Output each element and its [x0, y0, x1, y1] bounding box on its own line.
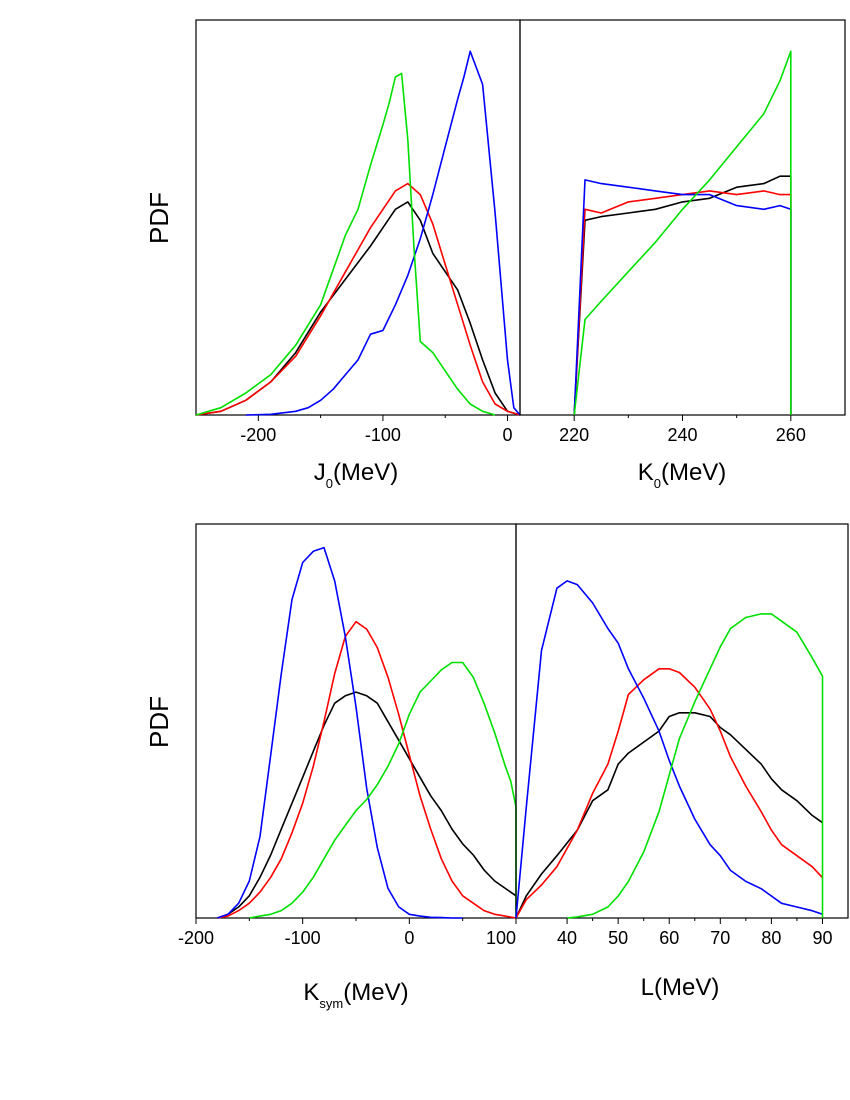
- l-x-label-unit: (MeV): [654, 974, 719, 1001]
- l-x-label-main: L: [641, 974, 654, 1001]
- l-x-tick-label: 60: [659, 928, 679, 948]
- ksym-x-label-main: K: [303, 979, 319, 1006]
- j0-series-red-line: [195, 182, 521, 416]
- bottom-panels: PDF -200 -100 0 100 40 50 60 70 80 90 Ksym(MeV) …: [144, 523, 849, 1011]
- l-series-blue-line: [515, 580, 823, 919]
- ksym-x-axis-label: Ksym(MeV): [303, 979, 408, 1011]
- k0-x-label-unit: (MeV): [661, 459, 726, 486]
- k0-x-tick-label: 240: [667, 425, 697, 445]
- j0-series-blue-line: [245, 50, 521, 416]
- top-panels: PDF -200 -100 0 220 240 260 J0(MeV) K0(MeV): [144, 19, 846, 491]
- bottom-y-axis-label: PDF: [144, 696, 174, 748]
- ksym-x-tick-label: 0: [404, 928, 414, 948]
- l-series-green-line: [567, 613, 824, 919]
- k0-x-label-main: K: [638, 459, 654, 486]
- ksym-x-label-sub: sym: [319, 996, 343, 1011]
- l-x-tick-label: 40: [557, 928, 577, 948]
- ksym-series-red-line: [217, 620, 517, 919]
- l-x-axis-label: L(MeV): [641, 974, 720, 1001]
- ksym-series-green-line: [249, 661, 517, 919]
- panel-j0: -200 -100 0: [195, 19, 521, 445]
- ksym-x-tick-label: 100: [486, 928, 516, 948]
- j0-plot-frame: [195, 19, 521, 416]
- panel-k0: 220 240 260: [519, 19, 846, 445]
- top-y-axis-label: PDF: [144, 192, 174, 244]
- j0-x-label-sub: 0: [326, 476, 333, 491]
- k0-x-axis-label: K0(MeV): [638, 459, 727, 491]
- k0-series-black-line: [573, 175, 792, 416]
- l-series-black-line: [515, 711, 823, 919]
- l-x-tick-label: 80: [761, 928, 781, 948]
- j0-x-label-main: J: [314, 459, 326, 486]
- j0-series-green-line: [195, 72, 496, 416]
- l-x-tick-label: 50: [608, 928, 628, 948]
- j0-x-tick-label: -200: [240, 425, 276, 445]
- ksym-plot-frame: [195, 523, 517, 919]
- ksym-series-black-line: [217, 691, 517, 919]
- k0-series-green-line: [573, 50, 792, 416]
- ksym-series-blue-line: [217, 546, 463, 919]
- ksym-x-tick-label: -100: [285, 928, 321, 948]
- k0-x-label-sub: 0: [654, 476, 661, 491]
- l-x-tick-label: 70: [710, 928, 730, 948]
- ksym-x-label-unit: (MeV): [343, 979, 408, 1006]
- j0-x-tick-label: -100: [365, 425, 401, 445]
- k0-x-tick-label: 260: [776, 425, 806, 445]
- panel-ksym: -200 -100 0 100: [178, 523, 517, 948]
- l-series-red-line: [515, 667, 824, 919]
- j0-series-black-line: [195, 201, 521, 416]
- l-x-tick-label: 90: [812, 928, 832, 948]
- panel-l: 40 50 60 70 80 90: [515, 523, 849, 948]
- k0-series-red-line: [573, 190, 792, 416]
- j0-x-tick-label: 0: [503, 425, 513, 445]
- ksym-x-tick-label: -200: [178, 928, 214, 948]
- k0-plot-frame: [519, 19, 846, 416]
- j0-x-label-unit: (MeV): [333, 459, 398, 486]
- k0-x-tick-label: 220: [559, 425, 589, 445]
- j0-x-axis-label: J0(MeV): [314, 459, 399, 491]
- l-plot-frame: [515, 523, 849, 919]
